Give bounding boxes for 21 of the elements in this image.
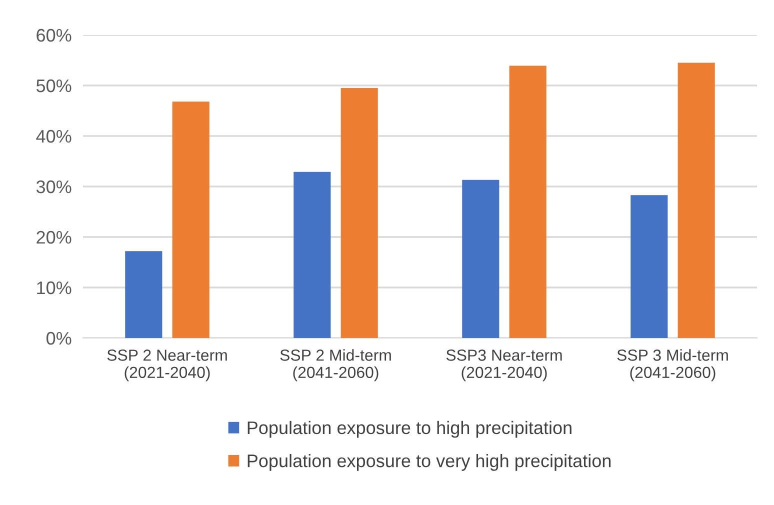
bar [509, 66, 546, 338]
bar [340, 88, 378, 338]
legend-label: Population exposure to very high precipitation [248, 454, 611, 471]
y-tick-label: 50% [36, 79, 72, 92]
y-tick-label: 10% [37, 281, 72, 294]
bar [678, 62, 715, 338]
bar [125, 251, 162, 338]
x-tick-label: SSP 3 Mid-term (2041-2060) [617, 349, 728, 382]
x-tick-label: SSP 2 Near-term (2021-2040) [107, 350, 227, 382]
bar [630, 195, 668, 338]
y-tick-label: 40% [36, 130, 72, 143]
legend-label: Population exposure to high precipitation [248, 420, 572, 438]
x-tick-label: SSP 2 Mid-term (2041-2060) [280, 349, 391, 382]
bar [294, 172, 331, 338]
x-tick-label: SSP3 Near-term (2021-2040) [446, 350, 562, 382]
y-tick-label: 60% [36, 28, 72, 42]
bar [462, 180, 500, 338]
bar [172, 102, 210, 338]
y-tick-label: 30% [36, 180, 72, 194]
y-tick-label: 0% [46, 332, 72, 345]
y-tick-label: 20% [36, 230, 72, 244]
